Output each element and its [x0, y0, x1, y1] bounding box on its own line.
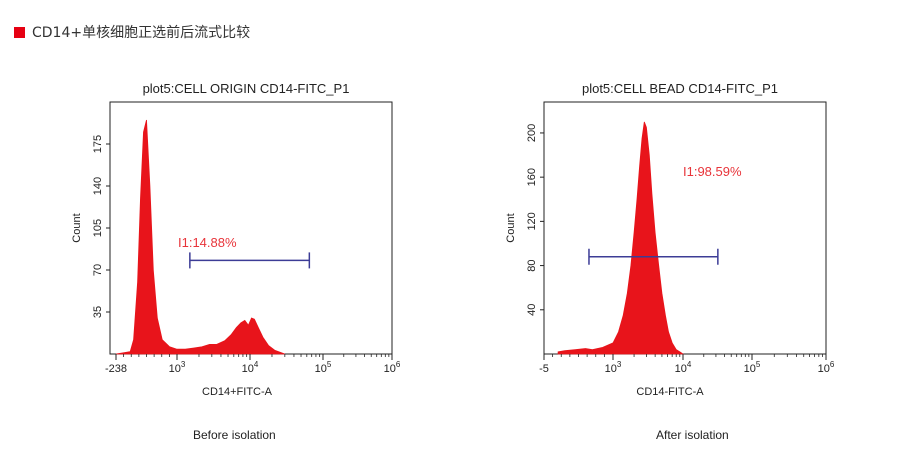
chart1-xtick-exponent: 4 — [254, 360, 259, 369]
chart1-xtick-exponent: 3 — [181, 360, 186, 369]
chart1-xtick-base: -238 — [105, 363, 127, 375]
chart1-xtick-label: 106 — [384, 360, 401, 375]
chart2-xtick-base: 10 — [818, 363, 830, 375]
chart1-xlabel: CD14+FITC-A — [202, 386, 273, 398]
chart1-title: plot5:CELL ORIGIN CD14-FITC_P1 — [143, 81, 350, 96]
chart1-xtick-base: 10 — [315, 363, 327, 375]
chart1-ylabel: Count — [71, 213, 83, 242]
chart1-ytick-label: 175 — [92, 135, 104, 153]
chart2-gate-label: I1:98.59% — [683, 164, 742, 179]
chart1-xtick-base: 10 — [242, 363, 254, 375]
chart2-xtick-base: 10 — [744, 363, 756, 375]
chart1-ytick-label: 105 — [92, 219, 104, 237]
chart2-histogram — [557, 121, 685, 355]
chart1-ytick-label: 35 — [92, 306, 104, 318]
chart1-xtick-base: 10 — [384, 363, 396, 375]
chart2-ylabel: Count — [505, 213, 517, 242]
section-header: CD14+单核细胞正选前后流式比较 — [14, 22, 250, 42]
chart2-xtick-label: 106 — [818, 360, 835, 375]
chart2-xtick-label: 104 — [675, 360, 692, 375]
chart2-xtick-base: 10 — [675, 363, 687, 375]
chart1-xtick-label: 103 — [169, 360, 186, 375]
chart2-xtick-exponent: 4 — [687, 360, 692, 369]
chart2-xtick-label: 103 — [605, 360, 622, 375]
chart1-histogram — [115, 119, 285, 355]
chart2-xtick-label: 105 — [744, 360, 761, 375]
chart2-ytick-label: 160 — [526, 168, 538, 186]
chart1-ytick-label: 70 — [92, 264, 104, 276]
chart2-xtick-exponent: 5 — [756, 360, 761, 369]
chart2-ytick-label: 120 — [526, 212, 538, 230]
chart1-xtick-base: 10 — [169, 363, 181, 375]
chart2-ytick-label: 40 — [526, 304, 538, 316]
chart2-ytick-label: 80 — [526, 259, 538, 271]
chart1-xtick-label: 104 — [242, 360, 259, 375]
chart1-xtick-label: -238 — [105, 363, 127, 375]
caption-after: After isolation — [656, 428, 729, 442]
header-title: CD14+单核细胞正选前后流式比较 — [32, 25, 251, 41]
chart1-gate-label: I1:14.88% — [178, 235, 237, 250]
caption-before: Before isolation — [193, 428, 276, 442]
chart1-xtick-label: 105 — [315, 360, 332, 375]
header-marker — [14, 26, 25, 38]
chart1-xtick-exponent: 5 — [327, 360, 332, 369]
chart1-xtick-exponent: 6 — [396, 360, 401, 369]
chart2-xtick-base: -5 — [539, 363, 549, 375]
chart2-xtick-exponent: 6 — [830, 360, 835, 369]
chart1-ytick-label: 140 — [92, 177, 104, 195]
chart2-xlabel: CD14-FITC-A — [636, 386, 704, 398]
chart2-ytick-label: 200 — [526, 124, 538, 142]
chart2-plot-frame — [543, 101, 827, 355]
chart2-xtick-exponent: 3 — [617, 360, 622, 369]
chart2-xtick-label: -5 — [539, 363, 549, 375]
chart2-xtick-base: 10 — [605, 363, 617, 375]
chart2-title: plot5:CELL BEAD CD14-FITC_P1 — [582, 81, 778, 96]
